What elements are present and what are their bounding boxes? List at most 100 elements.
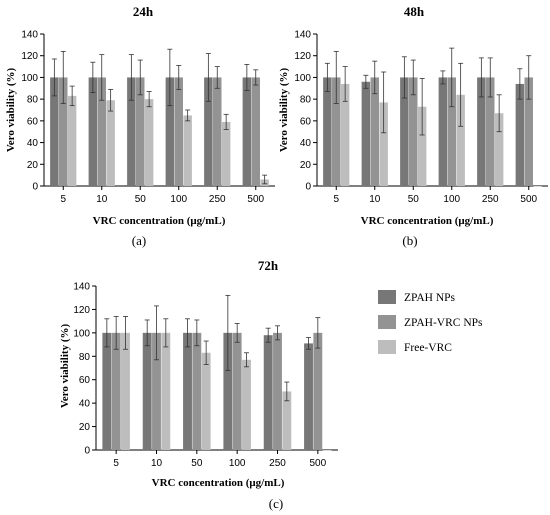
error-bar [146,91,152,108]
bar [102,332,112,450]
x-tick-label: 250 [482,194,499,205]
bar [201,352,211,450]
bar [165,77,175,186]
bar [121,332,130,450]
x-tick-label: 500 [520,194,537,205]
bar [127,77,136,186]
x-tick-label: 250 [269,458,286,469]
legend-label: ZPAH NPs [404,292,456,304]
error-bar [194,319,200,347]
bar [88,77,98,186]
x-tick-label: 10 [369,194,381,205]
y-tick-label: 60 [79,375,91,386]
error-bar [262,174,268,185]
legend: ZPAH NPs ZPAH-VRC NPs Free-VRC [378,290,483,354]
bar [533,186,542,187]
y-tick-label: 40 [27,138,39,149]
error-bar [526,55,532,100]
y-tick-label: 60 [300,116,312,127]
bar [232,332,242,450]
bar [313,332,323,450]
error-bar [108,88,114,112]
panel-label: (b) [402,233,417,248]
bar [152,332,161,450]
panel-label: (a) [132,233,146,248]
bar [161,332,171,450]
x-tick-label: 5 [60,194,66,205]
bar [144,99,154,186]
bar [323,77,332,186]
bar [456,94,465,186]
panel-label: (c) [269,496,283,511]
x-tick-label: 100 [229,458,246,469]
bar [282,391,292,450]
error-bar [203,340,209,365]
bar [192,332,202,450]
y-tick-label: 140 [73,282,90,293]
error-bar [284,381,290,402]
bar [524,77,533,186]
error-bar [315,317,321,349]
error-bar [333,50,339,104]
error-bar [154,305,159,361]
bar [438,77,448,186]
bar [447,77,456,186]
error-bar [306,337,312,350]
error-bar [449,47,455,108]
x-axis-label: VRC concentration (μg/mL) [93,215,226,227]
error-bar [372,60,378,95]
error-bar [517,68,523,100]
bar [251,77,260,186]
legend-swatch [378,290,396,304]
legend-swatch [378,340,396,354]
error-bar [275,325,280,341]
bar [322,450,332,451]
y-tick-label: 120 [73,305,90,316]
error-bar [225,294,231,371]
bar [304,343,313,450]
error-bar [51,58,57,97]
x-tick-label: 250 [209,194,226,205]
error-bar [496,94,502,133]
x-tick-label: 50 [135,194,147,205]
y-axis-label: Vero viability (%) [278,68,290,153]
y-tick-label: 40 [300,138,312,149]
x-tick-label: 5 [113,458,119,469]
bar [106,100,115,186]
error-bar [104,318,110,348]
x-tick-label: 50 [408,194,420,205]
bar [174,77,183,186]
bar [477,77,486,186]
error-bar [243,352,249,368]
error-bar [163,318,169,348]
error-bar [410,59,416,96]
bar [142,332,152,450]
error-bar [176,65,182,90]
bar [221,121,231,186]
bar [263,335,273,450]
y-tick-label: 0 [305,182,311,193]
bar [361,81,371,186]
error-bar [128,54,134,101]
error-bar [185,318,191,348]
y-tick-label: 20 [27,160,39,171]
bar [242,77,252,186]
bar [417,106,427,186]
x-tick-label: 500 [309,458,326,469]
error-bar [265,327,271,343]
chart-panel-b: 48h Vero viability (%) VRC concentration… [278,4,548,248]
error-bar [144,319,150,347]
error-bar [458,62,464,127]
error-bar [244,64,250,91]
error-bar [99,54,105,101]
bar [136,77,145,186]
chart-panel-a: 24h Vero viability (%) VRC concentration… [5,4,275,248]
y-tick-label: 140 [21,30,38,41]
bar [183,115,192,186]
error-bar [234,323,240,343]
y-tick-label: 120 [21,51,38,62]
bar [59,77,68,186]
y-tick-label: 80 [79,352,91,363]
bar [486,77,495,186]
bar [50,77,59,186]
